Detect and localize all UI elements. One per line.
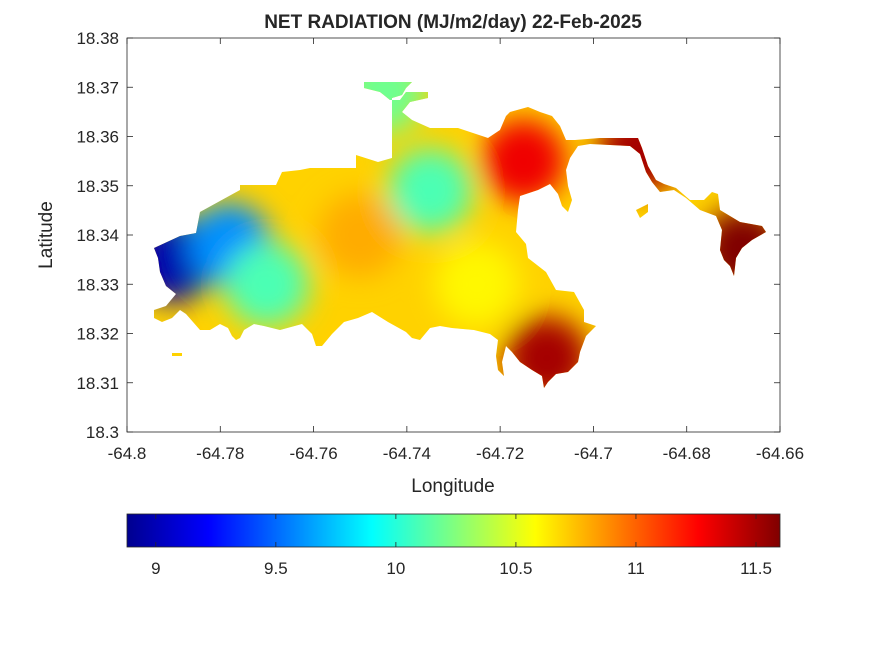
field-region-5: [318, 193, 403, 277]
chart-title: NET RADIATION (MJ/m2/day) 22-Feb-2025: [264, 12, 642, 33]
colorbar-tick-label: 10.5: [499, 559, 532, 578]
x-tick-label: -64.7: [574, 444, 613, 463]
y-tick-label: 18.36: [76, 128, 119, 147]
colorbar-tick-label: 10: [386, 559, 405, 578]
y-axis-label: Latitude: [36, 201, 57, 269]
y-tick-label: 18.32: [76, 325, 119, 344]
x-tick-label: -64.76: [289, 444, 337, 463]
colorbar-tick-label: 11.5: [740, 559, 772, 578]
x-tick-label: -64.8: [108, 444, 147, 463]
y-tick-label: 18.37: [76, 78, 119, 97]
y-tick-label: 18.31: [76, 374, 119, 393]
field-region-2: [224, 242, 309, 327]
x-axis: -64.8 -64.78 -64.76 -64.74 -64.72 -64.7 -64.68…: [108, 38, 804, 463]
y-axis: 18.3 18.31 18.32 18.33 18.34 18.35 18.36 18.37 1…: [76, 29, 780, 442]
colorbar-tick-label: 11: [627, 559, 645, 578]
field-region-6: [434, 242, 519, 327]
x-tick-label: -64.78: [196, 444, 244, 463]
colorbar-tick-label: 9: [151, 559, 160, 578]
colorbar-tick-label: 9.5: [264, 559, 288, 578]
x-tick-label: -64.72: [476, 444, 524, 463]
x-tick-label: -64.74: [383, 444, 431, 463]
y-tick-label: 18.34: [76, 226, 119, 245]
colorbar: [126, 513, 781, 548]
x-axis-label: Longitude: [411, 476, 494, 497]
colorbar-ticks: 9 9.5 10 10.5 11 11.5: [151, 514, 772, 578]
field-region-4: [388, 148, 473, 233]
x-tick-label: -64.68: [663, 444, 711, 463]
y-tick-label: 18.3: [86, 423, 119, 442]
y-tick-label: 18.33: [76, 275, 119, 294]
field-region-7: [481, 119, 566, 204]
y-tick-label: 18.38: [76, 29, 119, 48]
x-tick-label: -64.66: [756, 444, 804, 463]
y-tick-label: 18.35: [76, 177, 119, 196]
